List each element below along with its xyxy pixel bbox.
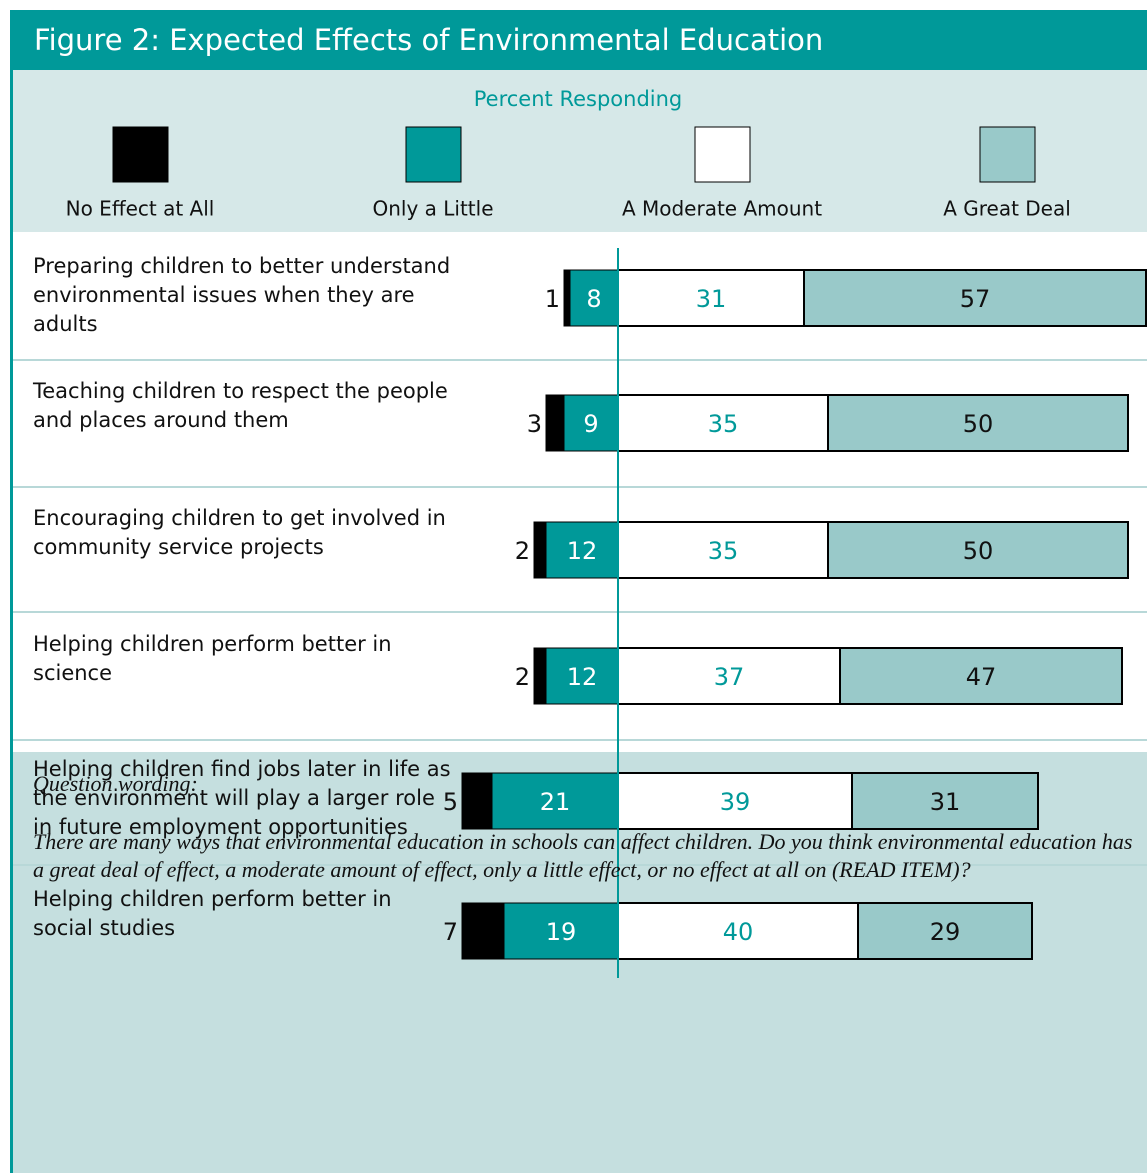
legend-swatch	[112, 126, 169, 183]
legend-band	[10, 70, 1147, 232]
data-label: 39	[720, 788, 751, 816]
footer-heading: Question wording:	[33, 771, 198, 796]
data-label: 47	[966, 663, 997, 691]
data-label: 8	[586, 285, 601, 313]
bar-segment	[533, 521, 547, 579]
data-label: 40	[723, 918, 754, 946]
legend-swatch	[694, 126, 751, 183]
bar-segment	[827, 394, 1129, 452]
data-label: 3	[527, 410, 542, 438]
legend-label: A Great Deal	[943, 197, 1071, 221]
category-label: Helping children find jobs later in life…	[33, 757, 451, 839]
bar-segment	[533, 647, 547, 705]
chart-title: Figure 2: Expected Effects of Environmen…	[10, 10, 1147, 70]
data-label: 29	[930, 918, 961, 946]
bar-segment	[461, 902, 505, 960]
data-label: 57	[960, 285, 991, 313]
category-label: Helping children perform better in socia…	[33, 887, 392, 940]
data-label: 37	[714, 663, 745, 691]
category-label: Helping children perform better in scien…	[33, 632, 392, 685]
data-label: 19	[546, 918, 577, 946]
data-label: 5	[443, 788, 458, 816]
data-label: 1	[545, 285, 560, 313]
bar-segment	[839, 647, 1123, 705]
legend-label: Only a Little	[372, 197, 493, 221]
data-label: 35	[708, 410, 739, 438]
bar-segment	[503, 902, 619, 960]
bar-segment	[545, 394, 565, 452]
data-label: 21	[540, 788, 571, 816]
data-label: 31	[696, 285, 727, 313]
legend-label: No Effect at All	[66, 197, 215, 221]
bar-segment	[461, 772, 493, 830]
data-label: 2	[515, 537, 530, 565]
data-label: 35	[708, 537, 739, 565]
bar-segment	[617, 772, 853, 830]
bar-segment	[803, 269, 1147, 327]
data-label: 50	[963, 410, 994, 438]
bar-segment	[491, 772, 619, 830]
data-label: 9	[583, 410, 598, 438]
bar-segment	[569, 269, 619, 327]
bar-segment	[827, 521, 1129, 579]
data-label: 12	[567, 663, 598, 691]
bar-segment	[563, 394, 619, 452]
bar-segment	[617, 521, 829, 579]
footer-text: There are many ways that environmental e…	[33, 829, 1133, 882]
bar-segment	[617, 902, 859, 960]
category-label: Teaching children to respect the people …	[33, 379, 448, 432]
data-label: 50	[963, 537, 994, 565]
data-label: 7	[443, 918, 458, 946]
border	[10, 10, 13, 1173]
data-label: 12	[567, 537, 598, 565]
data-label: 31	[930, 788, 961, 816]
legend-swatch	[405, 126, 462, 183]
bar-segment	[857, 902, 1033, 960]
subtitle: Percent Responding	[474, 87, 683, 111]
bar-segment	[563, 269, 571, 327]
category-label: Encouraging children to get involved in …	[33, 506, 446, 559]
legend-swatch	[979, 126, 1036, 183]
category-label: Preparing children to better understand …	[33, 254, 451, 336]
bar-segment	[851, 772, 1039, 830]
data-label: 2	[515, 663, 530, 691]
legend-label: A Moderate Amount	[622, 197, 822, 221]
bar-segment	[545, 647, 619, 705]
